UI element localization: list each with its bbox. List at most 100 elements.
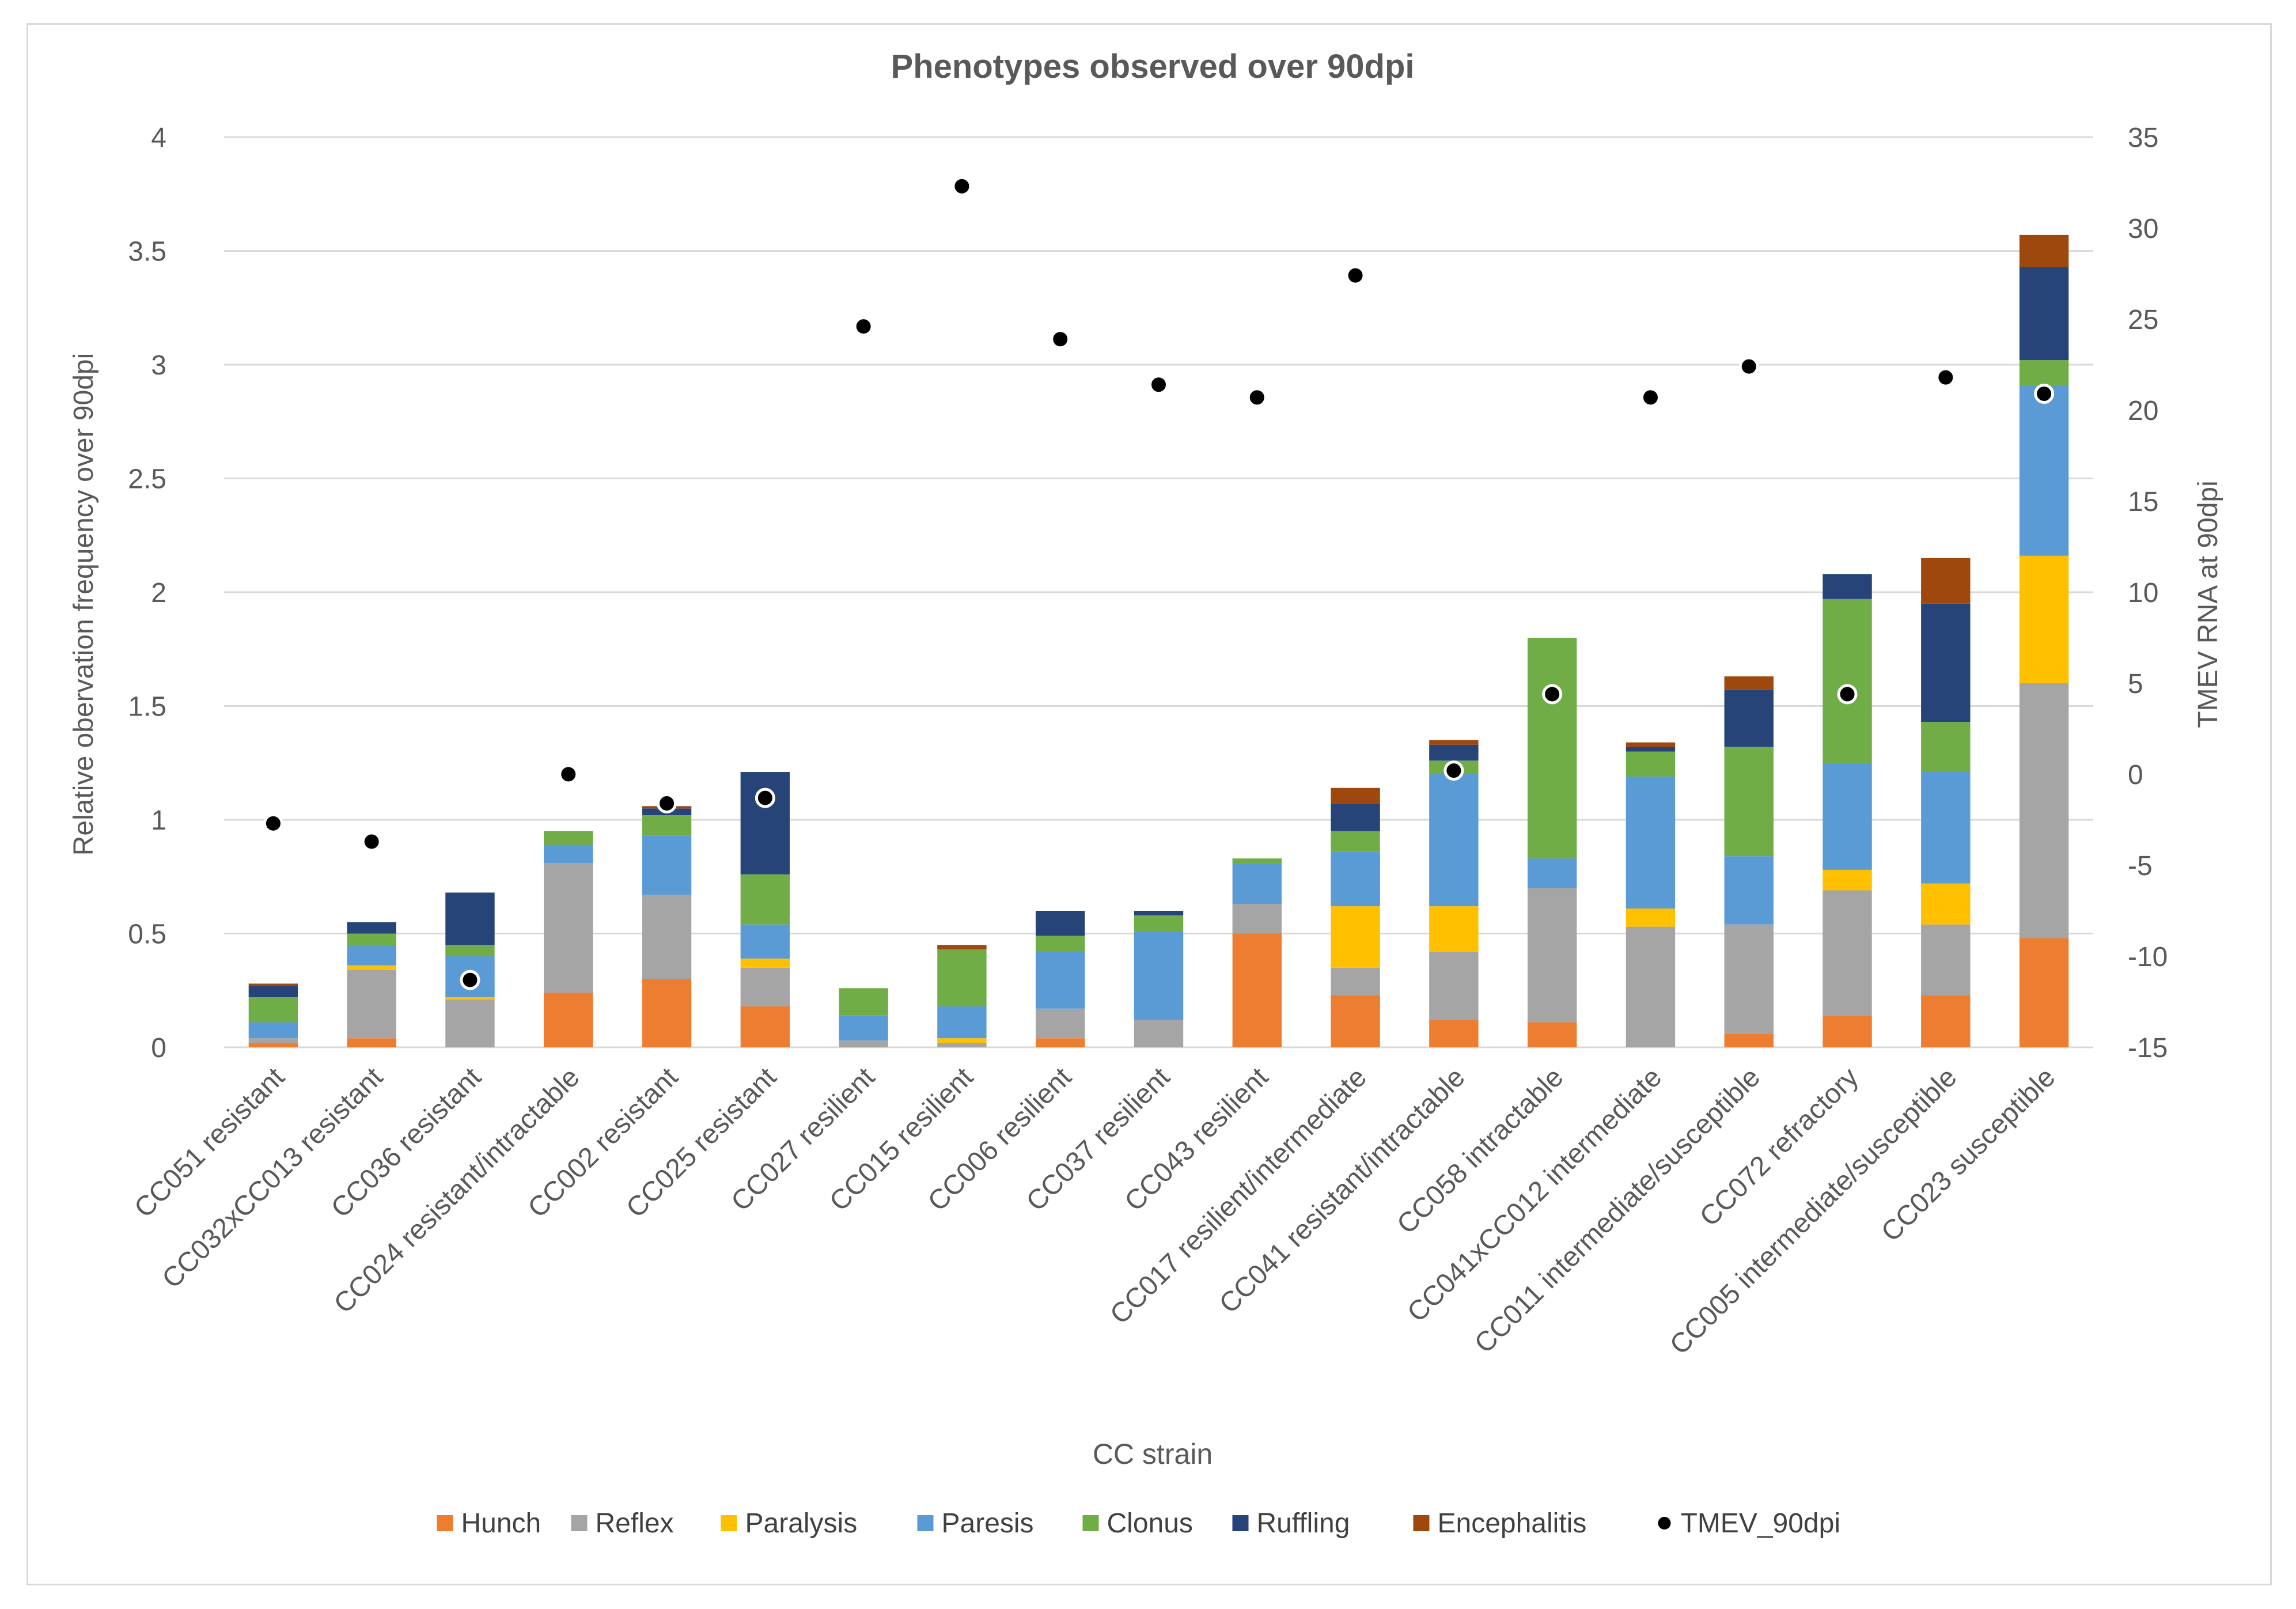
bar-clonus: [839, 988, 888, 1016]
y-tick-label: 3.5: [128, 237, 166, 267]
y2-axis-title: TMEV RNA at 90dpi: [2193, 480, 2223, 728]
tmev-point: [1149, 374, 1169, 395]
legend-swatch: [571, 1515, 588, 1531]
tmev-point: [263, 813, 283, 834]
bars: [248, 234, 2069, 1047]
y2-axis-ticks: -15 -10 -5 0 5 10 15 20 25 30 35: [2128, 123, 2168, 1063]
legend-label: Paralysis: [745, 1508, 858, 1539]
bar-paresis: [1823, 763, 1872, 870]
bar-clonus: [248, 997, 298, 1023]
legend-label: TMEV_90dpi: [1681, 1508, 1840, 1539]
bar-clonus: [1724, 747, 1774, 857]
y-tick-label: 1: [151, 805, 166, 836]
tmev-point: [1050, 329, 1071, 350]
bar-ruffling: [1823, 574, 1872, 599]
bar-reflex: [642, 895, 692, 979]
bar-paresis: [1527, 858, 1577, 888]
y-axis-title: Relative obervation frequency over 90dpi: [69, 353, 99, 856]
y2-tick-label: 30: [2128, 214, 2158, 244]
legend-swatch: [437, 1515, 453, 1531]
bar-clonus: [1527, 638, 1577, 859]
bar-encephalitis: [1429, 740, 1479, 745]
x-tick-label: CC023 susceptible: [1876, 1062, 2061, 1247]
bar-reflex: [544, 863, 593, 993]
bar-paralysis: [1429, 906, 1479, 952]
bar-reflex: [1134, 1020, 1184, 1047]
bar-paralysis: [347, 965, 396, 970]
bar-paresis: [740, 924, 790, 959]
legend-label: Ruffling: [1257, 1508, 1350, 1539]
tmev-point: [1935, 367, 1956, 388]
y-tick-label: 2.5: [128, 464, 166, 495]
bar-hunch: [642, 979, 692, 1047]
y2-tick-label: 15: [2128, 487, 2158, 517]
bar-paralysis: [1626, 908, 1676, 927]
bar-hunch: [1232, 933, 1282, 1047]
bar-hunch: [740, 1006, 790, 1047]
bar-reflex: [347, 970, 396, 1039]
bar-reflex: [740, 967, 790, 1006]
bar-reflex: [1823, 890, 1872, 1016]
bar-paralysis: [740, 958, 790, 968]
tmev-point: [853, 316, 874, 337]
bar-paresis: [248, 1022, 298, 1039]
tmev-point: [657, 793, 677, 814]
bar-ruffling: [1036, 911, 1085, 936]
bar-hunch: [1823, 1015, 1872, 1047]
legend-swatch: [917, 1515, 934, 1531]
bar-clonus: [1036, 936, 1085, 952]
bar-clonus: [937, 949, 987, 1006]
bar-hunch: [347, 1038, 396, 1047]
bar-reflex: [2019, 683, 2069, 938]
bar-encephalitis: [1724, 676, 1774, 690]
y-tick-label: 1.5: [128, 692, 166, 722]
bar-paralysis: [1331, 906, 1380, 968]
bar-paresis: [1134, 931, 1184, 1020]
tmev-point: [2034, 384, 2055, 404]
y2-tick-label: 5: [2128, 669, 2143, 699]
bar-paralysis: [2019, 555, 2069, 683]
bar-clonus: [544, 831, 593, 845]
tmev-point: [952, 176, 972, 196]
bar-clonus: [740, 874, 790, 925]
bar-encephalitis: [1921, 558, 1971, 604]
x-tick-label: CC058 intractable: [1391, 1062, 1569, 1240]
bar-clonus: [347, 933, 396, 945]
y-tick-label: 3: [151, 350, 166, 381]
tmev-point: [755, 788, 775, 808]
bar-paralysis: [1921, 883, 1971, 925]
bar-paresis: [1331, 851, 1380, 907]
y-tick-label: 4: [151, 123, 166, 153]
bar-ruffling: [248, 986, 298, 998]
bar-reflex: [1626, 926, 1676, 1047]
bar-hunch: [2019, 938, 2069, 1047]
bar-ruffling: [1921, 603, 1971, 722]
legend-swatch: [1232, 1515, 1249, 1531]
tmev-point: [1443, 760, 1464, 781]
bar-paresis: [2019, 385, 2069, 556]
bar-encephalitis: [2019, 234, 2069, 267]
tmev-point: [1345, 265, 1366, 286]
y2-tick-label: 35: [2128, 123, 2158, 153]
bar-paresis: [839, 1015, 888, 1041]
bar-paralysis: [1823, 869, 1872, 891]
tmev-point: [1738, 356, 1759, 377]
bar-ruffling: [2019, 267, 2069, 361]
bar-encephalitis: [248, 983, 298, 986]
y-tick-label: 2: [151, 578, 166, 608]
bar-encephalitis: [937, 945, 987, 950]
bar-clonus: [1626, 751, 1676, 777]
bar-reflex: [248, 1038, 298, 1043]
bar-clonus: [1823, 599, 1872, 763]
bar-clonus: [1134, 915, 1184, 932]
bar-hunch: [1036, 1038, 1085, 1047]
bar-paresis: [642, 835, 692, 895]
bar-hunch: [1331, 995, 1380, 1047]
tmev-point: [460, 970, 480, 990]
legend-swatch: [1413, 1515, 1430, 1531]
bar-paresis: [347, 945, 396, 966]
bar-reflex: [1429, 952, 1479, 1020]
bar-hunch: [248, 1043, 298, 1047]
bar-paresis: [1921, 772, 1971, 884]
bar-paresis: [937, 1006, 987, 1039]
